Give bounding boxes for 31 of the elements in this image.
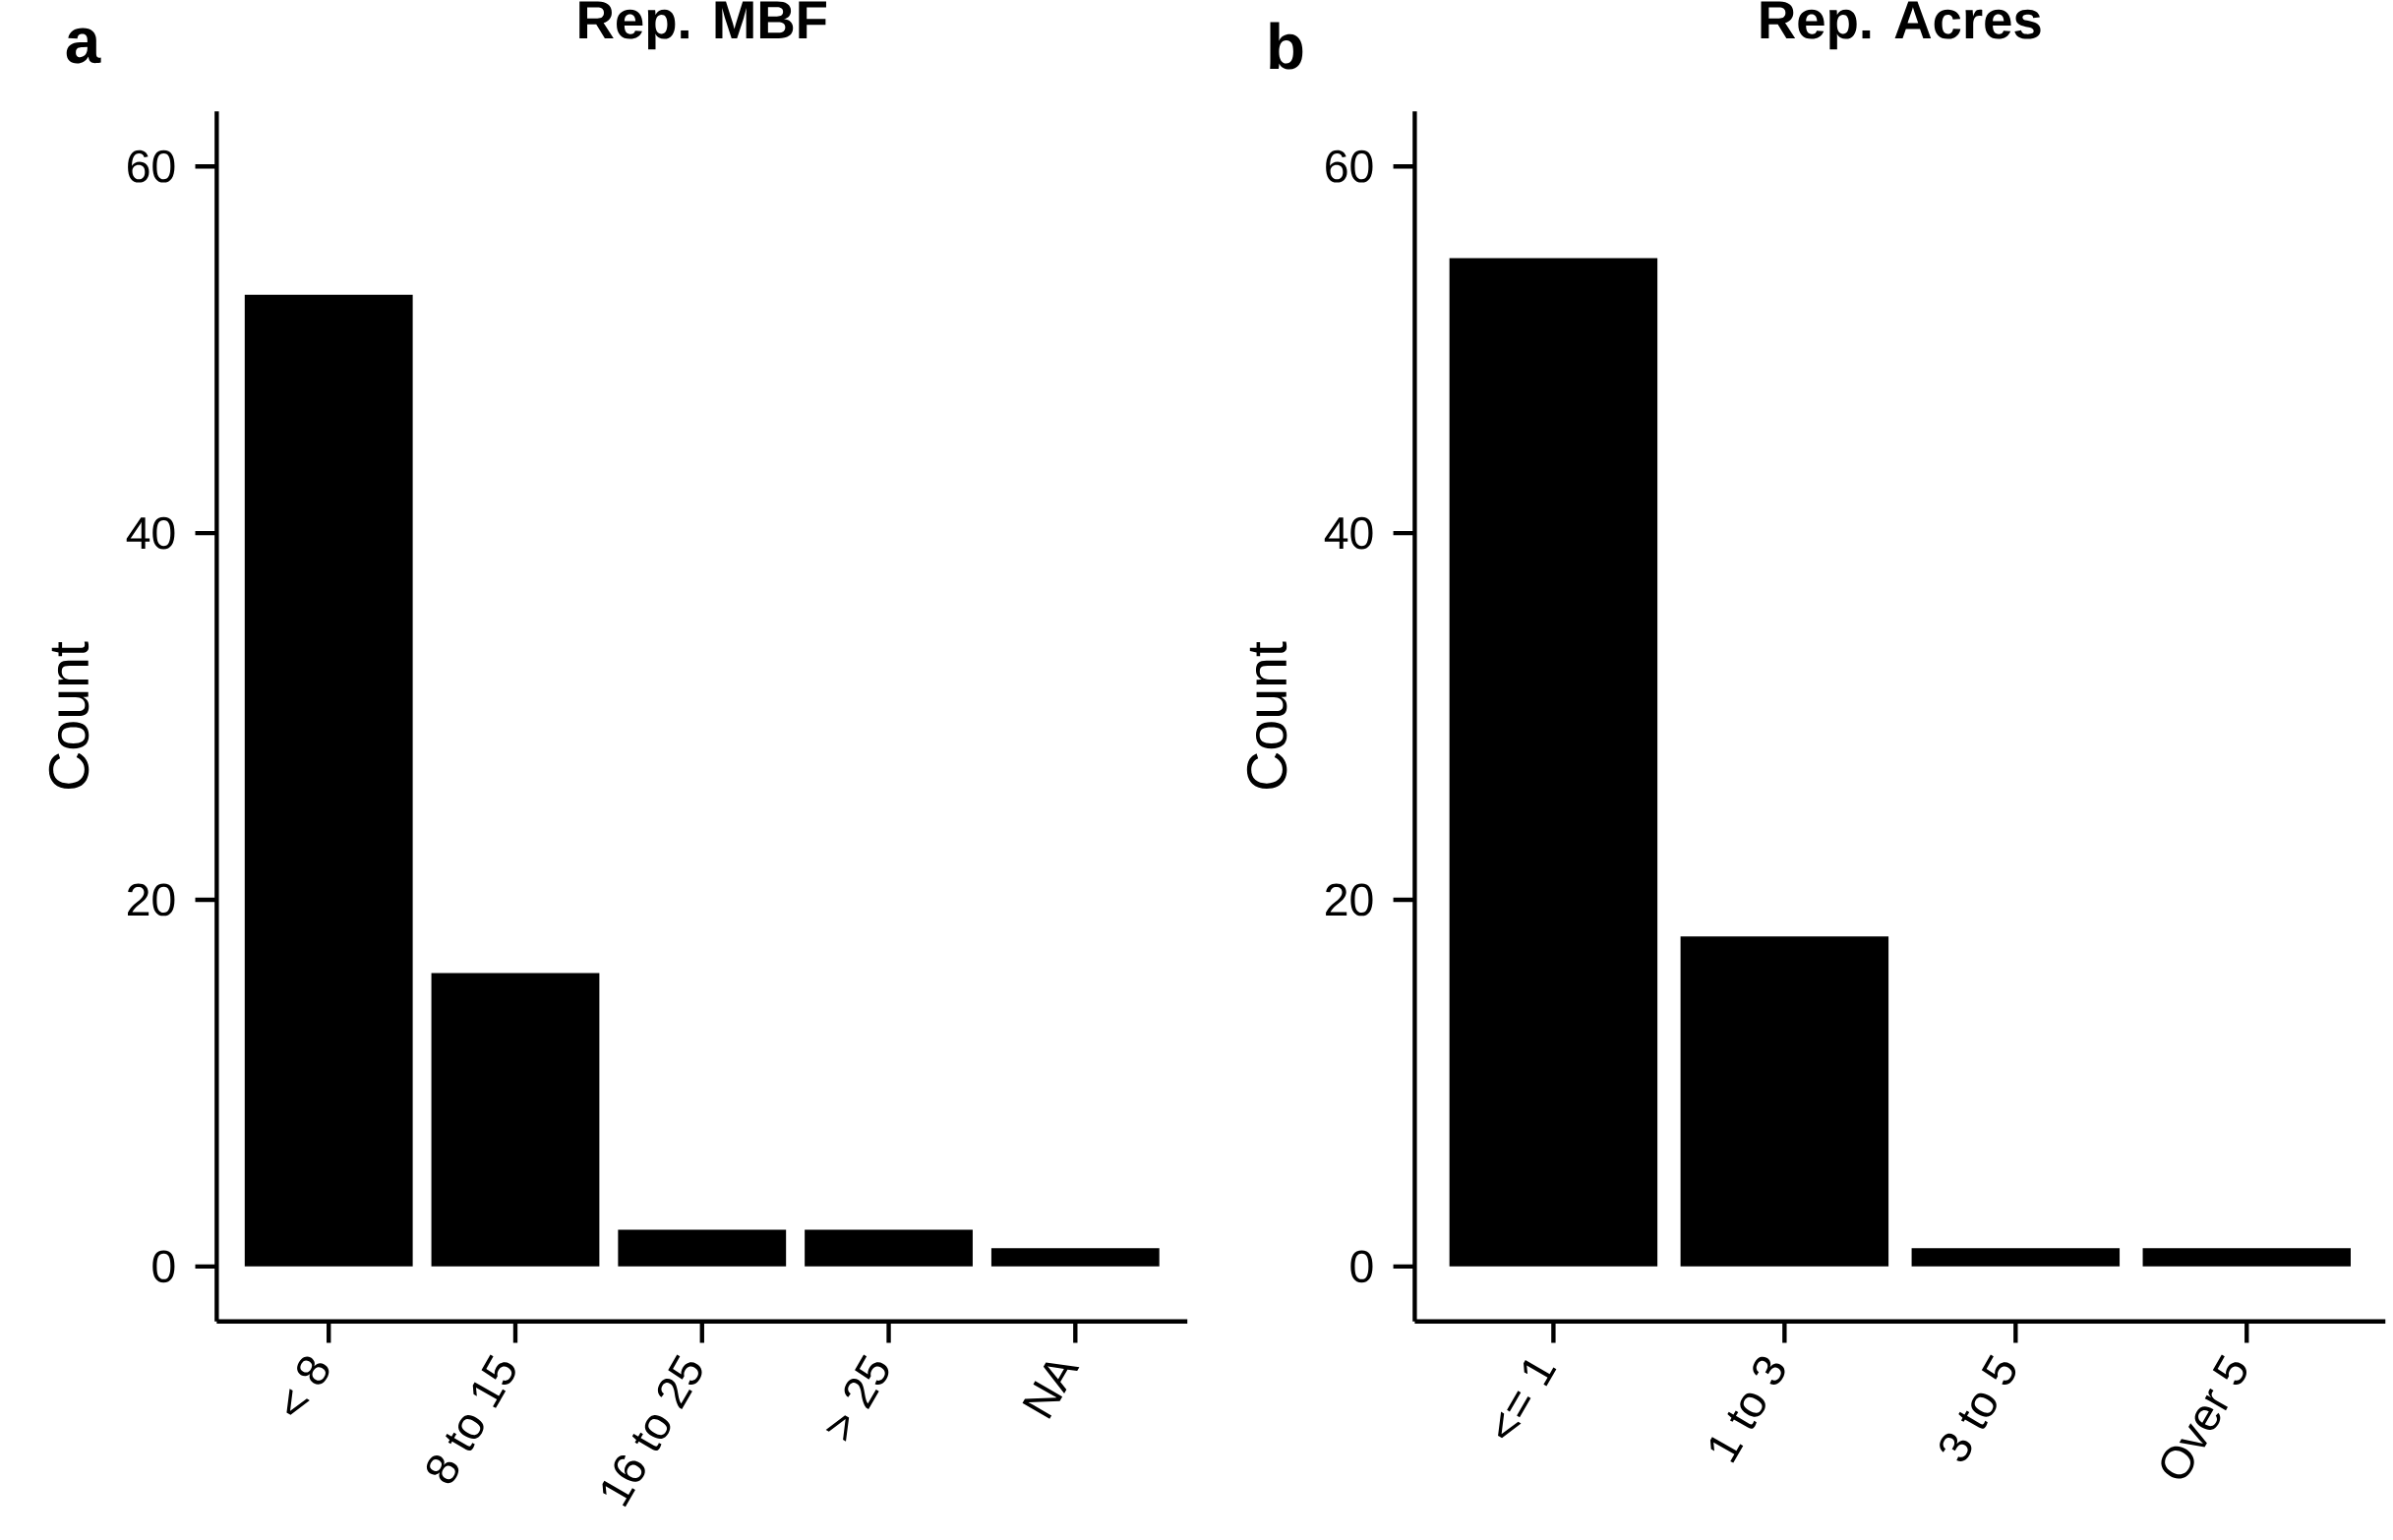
x-tick-label: NA xyxy=(1022,1362,1080,1419)
y-tick-label: 60 xyxy=(128,150,175,183)
x-tick-label: < 8 xyxy=(286,1356,329,1415)
y-tick-label: 20 xyxy=(1326,883,1373,917)
x-tick-label: 1 to 3 xyxy=(1709,1356,1785,1463)
bar xyxy=(2142,1248,2351,1267)
bar xyxy=(431,973,600,1267)
bar xyxy=(244,294,413,1267)
chart-title: Rep. MBF xyxy=(579,1,826,50)
bar xyxy=(618,1229,787,1267)
text: a xyxy=(66,28,101,64)
text: b xyxy=(1270,22,1303,70)
y-tick-label: 40 xyxy=(126,516,175,550)
x-tick-label: 8 to 15 xyxy=(426,1354,515,1484)
bar xyxy=(990,1248,1160,1267)
x-tick-label: <= 1 xyxy=(1498,1360,1557,1439)
chart-title: Rep. Acres xyxy=(1761,1,2041,50)
y-axis-title: Count xyxy=(48,641,90,790)
bar xyxy=(1680,936,1889,1267)
y-axis-title: Count xyxy=(1246,641,1287,790)
y-tick-label: 0 xyxy=(1350,1250,1373,1283)
x-tick-label: 16 to 25 xyxy=(602,1354,702,1508)
y-tick-label: 60 xyxy=(1326,150,1373,183)
x-tick-label: 3 to 5 xyxy=(1940,1354,2016,1462)
bar xyxy=(1911,1248,2121,1267)
y-tick-label: 0 xyxy=(152,1250,175,1283)
x-tick-label: > 25 xyxy=(825,1354,889,1442)
bar xyxy=(805,1229,973,1267)
bar xyxy=(1449,258,1658,1267)
y-tick-label: 40 xyxy=(1324,516,1373,550)
y-tick-label: 20 xyxy=(128,883,175,917)
